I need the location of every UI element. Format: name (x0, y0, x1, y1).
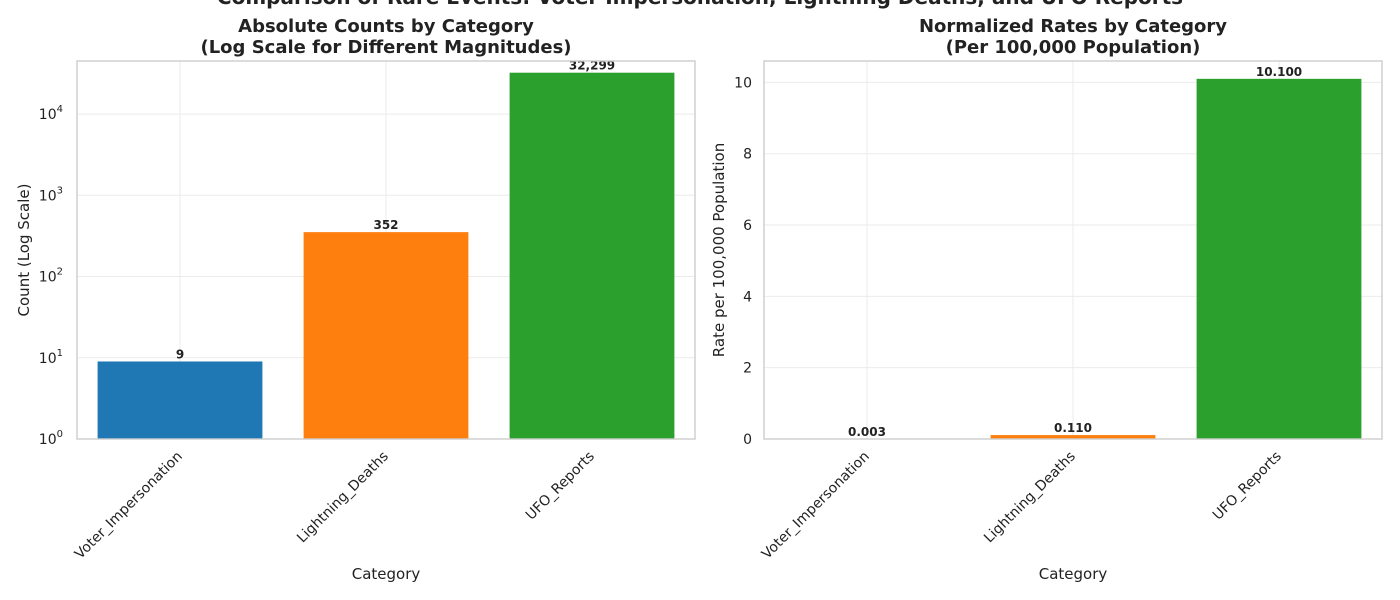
left-chart-y-tick-label: 100 (39, 429, 63, 448)
right-chart-y-axis-label: Rate per 100,000 Population (710, 143, 728, 357)
right-chart-bar-value-label: 10.100 (1256, 65, 1302, 79)
right-chart-x-tick-label: Lightning_Deaths (981, 449, 1079, 547)
left-chart-bar-voter-impersonation (97, 361, 263, 439)
left-chart-bar-ufo-reports (509, 72, 675, 439)
left-chart-y-tick-label: 102 (39, 267, 63, 286)
left-chart-bar-lightning-deaths (303, 232, 469, 439)
right-chart-title-line1: Normalized Rates by Category (919, 16, 1227, 37)
figure-suptitle: Comparison of Rare Events: Voter Imperso… (217, 0, 1183, 9)
right-chart-x-tick-label: UFO_Reports (1210, 449, 1285, 524)
right-chart-x-tick-label: Voter_Impersonation (759, 449, 873, 563)
left-chart-title-line1: Absolute Counts by Category (238, 16, 534, 37)
right-chart-bar-value-label: 0.110 (1054, 421, 1092, 435)
left-chart-y-tick-label: 104 (39, 104, 63, 123)
right-chart-title-line2: (Per 100,000 Population) (946, 37, 1201, 58)
left-chart-plot-frame (76, 60, 696, 440)
right-chart-y-tick-label: 2 (743, 361, 752, 377)
right-chart-y-tick-label: 10 (734, 75, 752, 91)
right-chart-y-tick-label: 6 (743, 218, 752, 234)
right-chart-bar-lightning-deaths (990, 435, 1156, 439)
left-chart-x-tick-label: Voter_Impersonation (72, 449, 186, 563)
right-chart-x-axis-label: Category (1039, 565, 1108, 583)
left-chart-x-tick-label: Lightning_Deaths (294, 449, 392, 547)
right-chart-y-tick-label: 8 (743, 147, 752, 163)
right-chart-panel: Normalized Rates by Category (Per 100,00… (710, 16, 1383, 583)
left-chart-x-tick-label: UFO_Reports (523, 449, 598, 524)
left-chart-panel: Absolute Counts by Category (Log Scale f… (15, 16, 696, 583)
left-chart-y-tick-label: 103 (39, 185, 63, 204)
left-chart-x-axis-label: Category (352, 565, 421, 583)
right-chart-bar-ufo-reports (1196, 78, 1362, 439)
left-chart-bar-value-label: 9 (176, 347, 184, 361)
left-chart-bar-value-label: 32,299 (569, 59, 615, 73)
left-chart-bar-value-label: 352 (373, 218, 398, 232)
left-chart-y-axis-label: Count (Log Scale) (15, 184, 33, 317)
right-chart-y-tick-label: 0 (743, 432, 752, 448)
left-chart-y-tick-label: 101 (39, 348, 63, 367)
right-chart-y-tick-label: 4 (743, 289, 752, 305)
right-chart-bar-value-label: 0.003 (848, 425, 886, 439)
right-chart-plot-frame (763, 60, 1383, 440)
left-chart-title-line2: (Log Scale for Different Magnitudes) (200, 37, 571, 58)
